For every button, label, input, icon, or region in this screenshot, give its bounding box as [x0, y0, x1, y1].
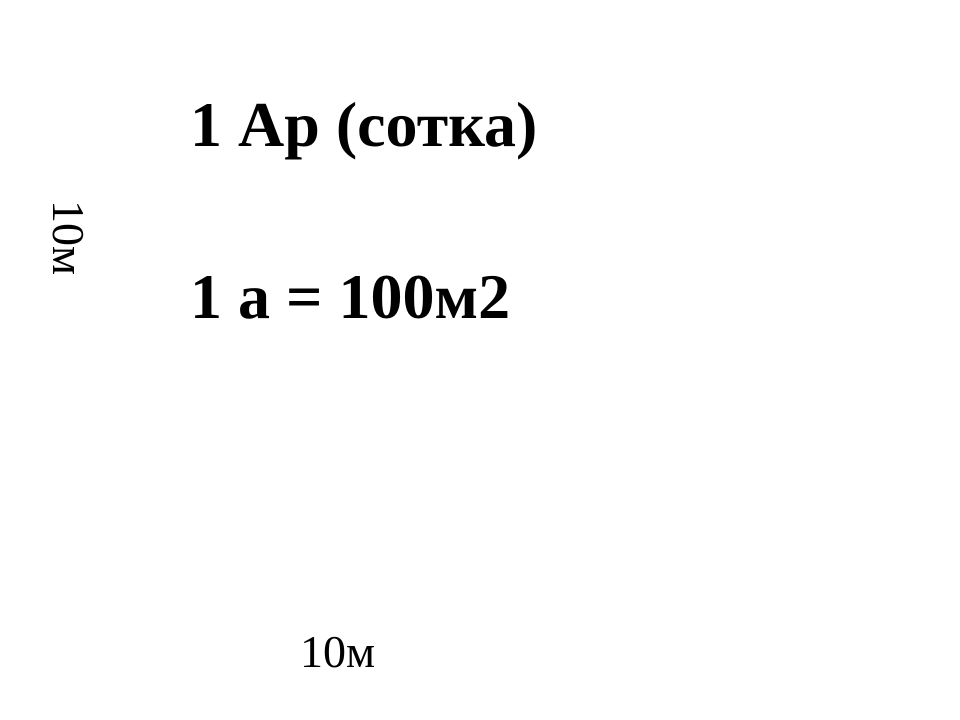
bottom-dimension-label: 10м	[300, 625, 375, 678]
diagram-formula: 1 а = 100м2	[190, 260, 510, 334]
diagram-canvas: 1 Ар (сотка) 1 а = 100м2 10м 10м	[0, 0, 960, 720]
side-dimension-label: 10м	[42, 200, 95, 275]
diagram-title: 1 Ар (сотка)	[190, 88, 537, 162]
